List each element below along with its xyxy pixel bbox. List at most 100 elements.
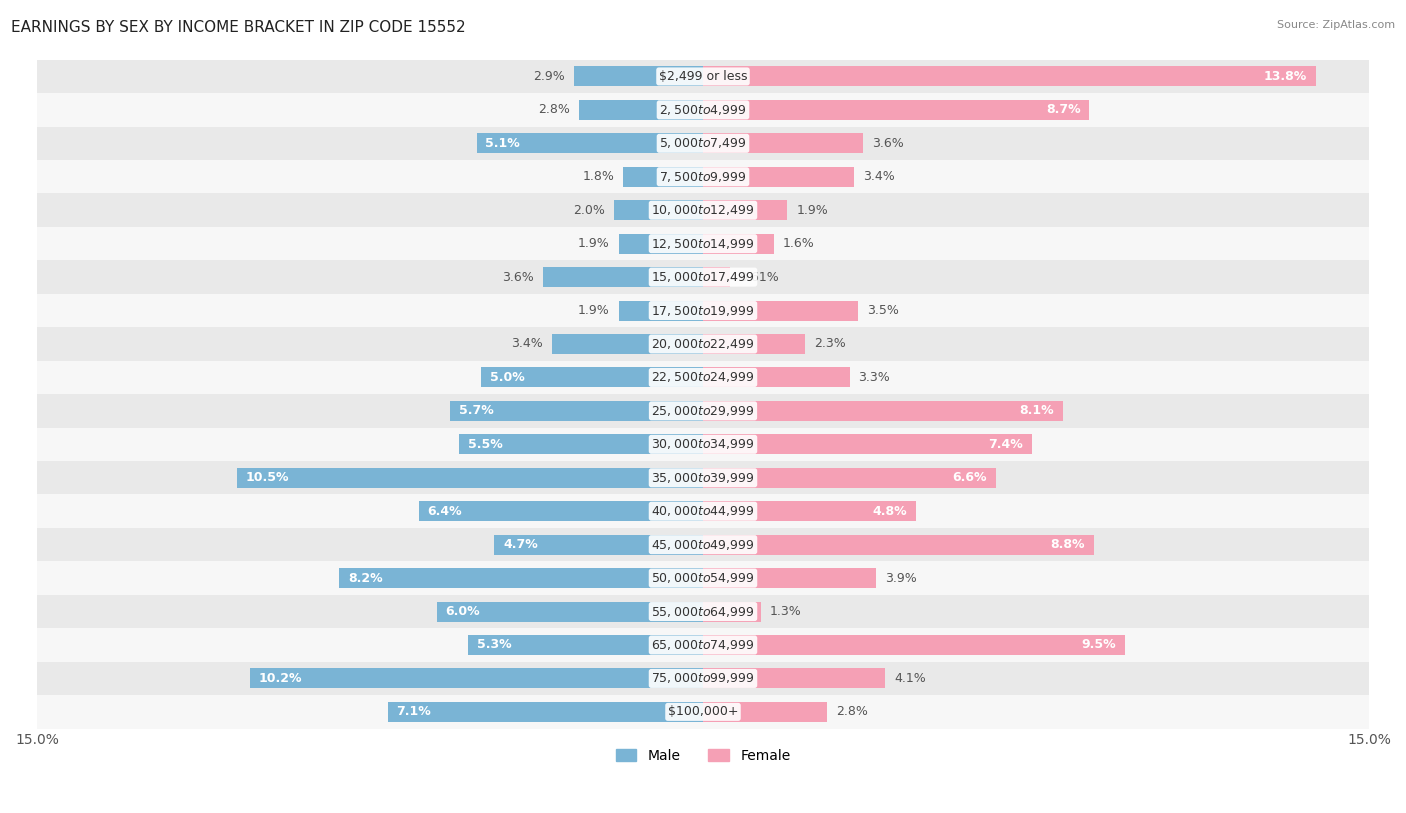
Bar — [703, 401, 1063, 421]
Bar — [450, 401, 703, 421]
Text: $10,000 to $12,499: $10,000 to $12,499 — [651, 203, 755, 217]
Text: $35,000 to $39,999: $35,000 to $39,999 — [651, 471, 755, 485]
Text: 5.0%: 5.0% — [489, 371, 524, 384]
Text: 2.0%: 2.0% — [574, 204, 606, 217]
Text: 7.1%: 7.1% — [396, 706, 432, 719]
Bar — [703, 301, 859, 320]
Bar — [250, 668, 703, 689]
Bar — [703, 434, 1032, 454]
Text: $75,000 to $99,999: $75,000 to $99,999 — [651, 672, 755, 685]
Text: EARNINGS BY SEX BY INCOME BRACKET IN ZIP CODE 15552: EARNINGS BY SEX BY INCOME BRACKET IN ZIP… — [11, 20, 465, 35]
Text: $17,500 to $19,999: $17,500 to $19,999 — [651, 303, 755, 318]
Bar — [37, 428, 1369, 461]
Text: $12,500 to $14,999: $12,500 to $14,999 — [651, 237, 755, 250]
Bar — [703, 100, 1090, 120]
Text: $100,000+: $100,000+ — [668, 706, 738, 719]
Text: 0.61%: 0.61% — [740, 271, 779, 284]
Bar — [339, 568, 703, 588]
Bar — [703, 367, 849, 388]
Text: 10.5%: 10.5% — [246, 472, 290, 485]
Bar — [37, 361, 1369, 394]
Bar — [703, 535, 1094, 554]
Bar — [437, 602, 703, 622]
Text: $65,000 to $74,999: $65,000 to $74,999 — [651, 638, 755, 652]
Bar — [37, 628, 1369, 662]
Bar — [481, 367, 703, 388]
Text: $25,000 to $29,999: $25,000 to $29,999 — [651, 404, 755, 418]
Text: $55,000 to $64,999: $55,000 to $64,999 — [651, 605, 755, 619]
Text: 9.5%: 9.5% — [1081, 638, 1116, 651]
Bar — [468, 635, 703, 655]
Text: 6.0%: 6.0% — [446, 605, 479, 618]
Text: $22,500 to $24,999: $22,500 to $24,999 — [651, 371, 755, 385]
Bar — [703, 568, 876, 588]
Text: 3.4%: 3.4% — [863, 170, 894, 183]
Text: $50,000 to $54,999: $50,000 to $54,999 — [651, 571, 755, 585]
Text: 6.4%: 6.4% — [427, 505, 463, 518]
Bar — [37, 227, 1369, 260]
Text: 1.8%: 1.8% — [582, 170, 614, 183]
Text: 4.7%: 4.7% — [503, 538, 538, 551]
Text: $20,000 to $22,499: $20,000 to $22,499 — [651, 337, 755, 351]
Text: 3.9%: 3.9% — [884, 572, 917, 585]
Bar — [37, 260, 1369, 293]
Text: $30,000 to $34,999: $30,000 to $34,999 — [651, 437, 755, 451]
Text: 8.8%: 8.8% — [1050, 538, 1085, 551]
Bar — [703, 602, 761, 622]
Text: 3.6%: 3.6% — [502, 271, 534, 284]
Bar — [37, 127, 1369, 160]
Bar — [619, 301, 703, 320]
Bar — [703, 334, 806, 354]
Bar — [419, 501, 703, 521]
Text: 5.3%: 5.3% — [477, 638, 512, 651]
Text: 2.8%: 2.8% — [538, 103, 569, 116]
Bar — [37, 328, 1369, 361]
Bar — [37, 461, 1369, 494]
Bar — [477, 133, 703, 154]
Bar — [37, 394, 1369, 428]
Text: $2,499 or less: $2,499 or less — [659, 70, 747, 83]
Text: 4.8%: 4.8% — [873, 505, 907, 518]
Bar — [703, 635, 1125, 655]
Text: 2.3%: 2.3% — [814, 337, 846, 350]
Text: 7.4%: 7.4% — [988, 438, 1022, 451]
Bar — [623, 167, 703, 187]
Bar — [37, 562, 1369, 595]
Text: 3.3%: 3.3% — [859, 371, 890, 384]
Bar — [703, 467, 995, 488]
Bar — [703, 167, 853, 187]
Text: $40,000 to $44,999: $40,000 to $44,999 — [651, 504, 755, 518]
Bar — [543, 267, 703, 287]
Bar — [37, 193, 1369, 227]
Bar — [614, 200, 703, 220]
Text: 8.2%: 8.2% — [347, 572, 382, 585]
Bar — [574, 67, 703, 86]
Text: 8.7%: 8.7% — [1046, 103, 1080, 116]
Legend: Male, Female: Male, Female — [610, 743, 796, 768]
Text: 6.6%: 6.6% — [953, 472, 987, 485]
Bar — [703, 702, 827, 722]
Bar — [236, 467, 703, 488]
Text: 10.2%: 10.2% — [259, 672, 302, 685]
Bar — [703, 67, 1316, 86]
Text: 3.5%: 3.5% — [868, 304, 900, 317]
Bar — [703, 233, 775, 254]
Text: 1.9%: 1.9% — [796, 204, 828, 217]
Bar — [37, 695, 1369, 728]
Text: 5.7%: 5.7% — [458, 404, 494, 417]
Bar — [37, 595, 1369, 628]
Bar — [703, 668, 884, 689]
Bar — [458, 434, 703, 454]
Text: Source: ZipAtlas.com: Source: ZipAtlas.com — [1277, 20, 1395, 30]
Bar — [703, 133, 863, 154]
Bar — [37, 494, 1369, 528]
Bar — [37, 59, 1369, 93]
Text: $7,500 to $9,999: $7,500 to $9,999 — [659, 170, 747, 184]
Bar — [703, 501, 917, 521]
Bar — [37, 662, 1369, 695]
Bar — [37, 528, 1369, 562]
Text: $15,000 to $17,499: $15,000 to $17,499 — [651, 270, 755, 284]
Bar — [579, 100, 703, 120]
Text: $2,500 to $4,999: $2,500 to $4,999 — [659, 103, 747, 117]
Bar — [37, 93, 1369, 127]
